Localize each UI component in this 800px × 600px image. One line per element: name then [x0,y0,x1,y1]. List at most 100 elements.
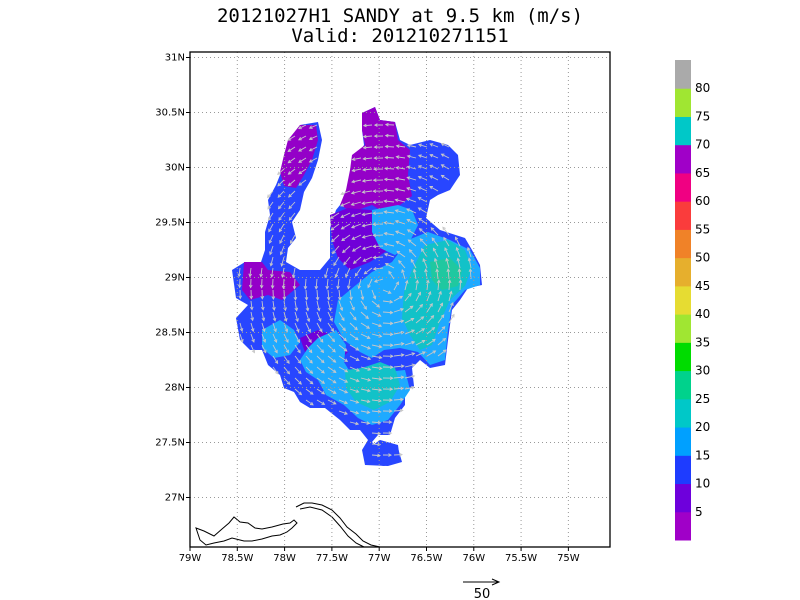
wind-vector-head [387,290,392,294]
wind-vector [349,421,359,425]
colorbar-label: 75 [695,109,710,123]
wind-vector [305,300,309,311]
wind-vector [404,364,415,368]
wind-vector [448,302,454,313]
wind-vector [393,398,404,401]
wind-vector-head [275,370,279,375]
wind-vector [360,333,371,339]
wind-vector-head [361,179,366,183]
wind-vector-head [420,316,425,320]
wind-vector-head [293,296,298,301]
wind-vector [457,258,461,269]
wind-vector [298,157,307,163]
wind-vector-head [346,285,351,290]
wind-vector [404,341,415,346]
wind-vector [304,278,307,289]
wind-vector-head [417,154,422,158]
colorbar-segment [675,455,691,485]
wind-vector-head [341,317,345,322]
wind-vector-head [449,290,453,295]
wind-vector [426,280,429,291]
wind-vector-head [378,323,383,328]
wind-vector-head [389,343,394,348]
wind-vector [278,212,285,221]
wind-vector-head [344,411,348,415]
wind-vector [421,248,428,258]
wind-vector-head [341,249,346,254]
wind-vector-head [390,365,394,370]
wind-vector-head [361,201,366,205]
wind-vector-head [308,349,313,354]
wind-vector-head [362,134,367,139]
wind-vector-head [344,358,349,362]
wind-vector-head [406,218,411,223]
wind-vector-head [378,344,383,349]
wind-vector-head [309,370,314,374]
wind-vector [238,267,241,277]
wind-vector [283,333,289,343]
wind-vector [395,199,406,203]
wind-vector [363,157,373,160]
wind-vector [447,269,450,280]
wind-vector [384,178,395,181]
wind-vector [448,291,452,302]
wind-vector-head [355,357,360,361]
wind-vector [422,258,428,269]
wind-vector [327,322,334,332]
wind-vector-head [260,295,265,300]
wind-vector [267,190,274,198]
wind-vector-head [261,306,265,311]
wind-vector-head [419,303,424,308]
wind-vector [353,256,362,264]
wind-vector [396,167,406,170]
wind-vector-head [240,338,244,343]
wind-vector-head [383,177,388,182]
wind-vector [384,211,395,214]
wind-vector-head [378,366,383,370]
wind-vector [360,388,371,392]
wind-vector-head [321,369,325,374]
wind-vector [413,269,417,280]
wind-vector-head [383,210,388,214]
x-tick-label: 79W [179,553,202,564]
wind-vector [395,230,406,236]
wind-vector-head [406,143,411,148]
wind-vector [283,355,290,364]
wind-vector [371,333,382,337]
wind-vector-head [298,182,303,186]
wind-vector-head [267,205,271,210]
wind-vector [415,316,424,324]
wind-vector-head [429,186,433,190]
wind-vector [360,377,371,381]
wind-vector [268,234,274,244]
x-tick-label: 76W [462,553,485,564]
wind-vector-head [298,159,302,163]
wind-vector [430,143,439,148]
wind-vector-head [439,302,444,307]
wind-vector-head [395,281,399,286]
wind-vector [349,410,359,414]
wind-vector-head [287,159,292,164]
wind-vector-head [440,142,445,147]
wind-vector [426,315,434,324]
wind-vector-head [263,349,267,354]
wind-vector-head [279,251,284,256]
wind-vector [349,388,359,393]
wind-vector [305,344,313,353]
wind-vector [281,267,285,278]
wind-vector [268,223,274,232]
wind-vector-head [305,307,310,312]
wind-vector-head [388,431,393,435]
wind-vector-head [388,420,393,424]
wind-vector-head [361,235,366,239]
colorbar-segment [675,201,691,230]
wind-vector [349,311,357,321]
wind-vector [395,188,406,192]
colorbar-segment [675,116,691,146]
wind-vector [309,124,318,129]
wind-vector [441,175,450,181]
wind-vector [393,308,404,313]
wind-vector-head [395,155,400,159]
wind-vector [338,377,348,383]
wind-vector-head [388,409,393,413]
